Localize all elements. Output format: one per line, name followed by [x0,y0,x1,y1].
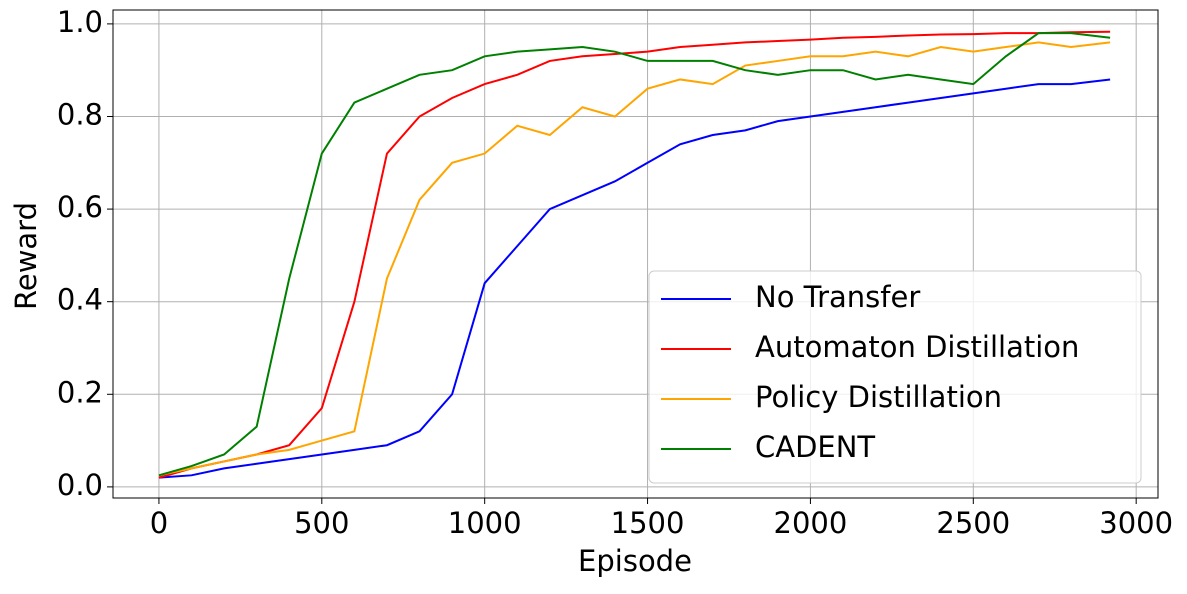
y-tick-label: 1.0 [57,5,103,39]
y-tick-label: 0.8 [57,97,103,131]
x-tick-label: 1000 [448,506,522,540]
legend: No Transfer Automaton Distillation Policy … [648,270,1142,484]
x-tick-label: 0 [150,506,168,540]
x-tick-label: 3000 [1099,506,1173,540]
legend-label: CADENT [755,430,875,464]
line-series [158,32,1111,477]
x-tick-label: 500 [294,506,349,540]
y-tick-label: 0.4 [57,283,103,317]
y-tick-label: 0.2 [57,375,103,409]
x-tick-label: 1500 [611,506,685,540]
line-series [158,41,1111,477]
legend-label: Automaton Distillation [755,330,1079,364]
legend-box [648,270,1142,484]
x-axis-label: Episode [578,544,692,578]
x-tick-label: 2000 [774,506,848,540]
y-tick-label: 0.6 [57,190,103,224]
line-series [158,30,1111,479]
line-series [158,78,1111,479]
y-tick-label: 0.0 [57,468,103,502]
legend-label: No Transfer [755,280,920,314]
plot-frame [112,9,1159,499]
x-tick-label: 2500 [936,506,1010,540]
legend-label: Policy Distillation [755,380,1002,414]
y-axis-label: Reward [9,202,43,310]
